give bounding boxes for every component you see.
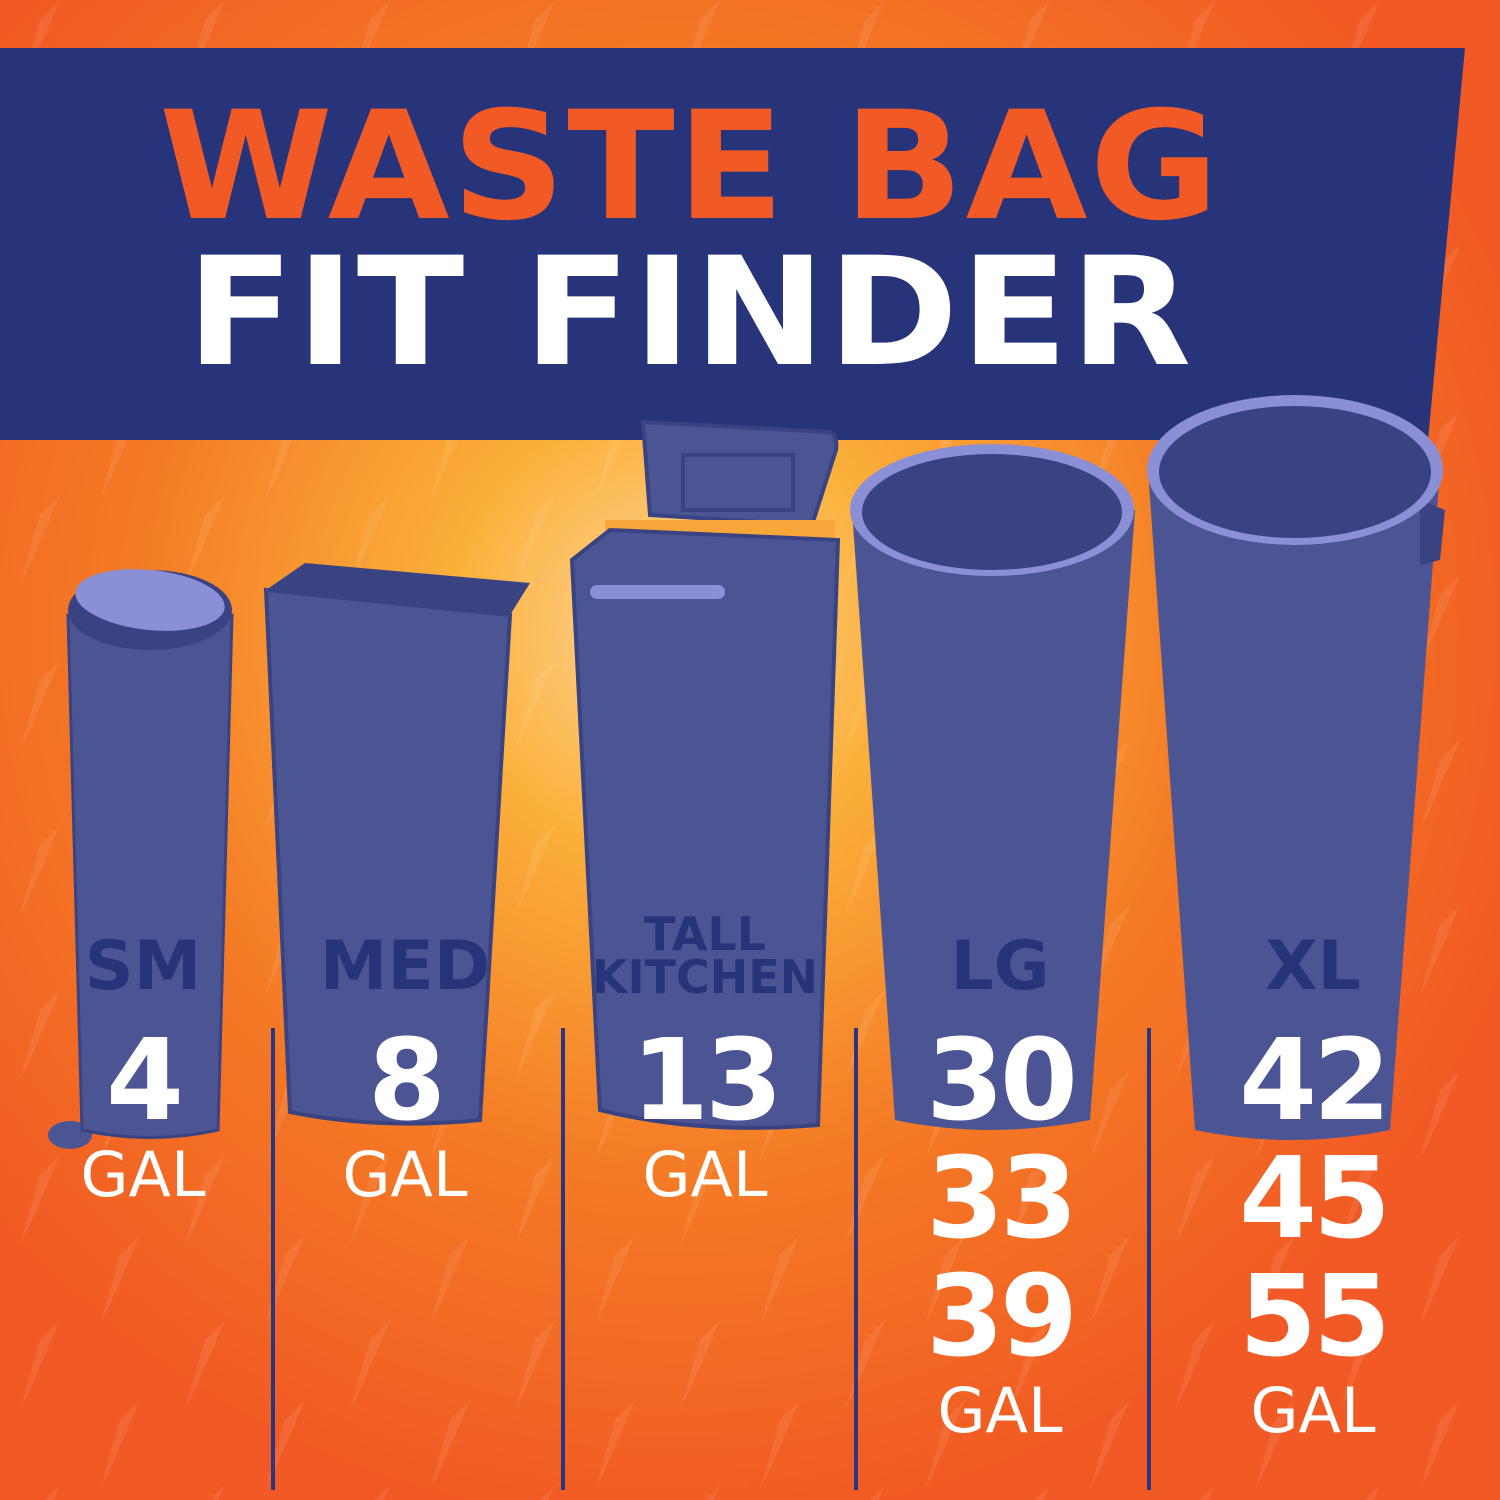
title-line-1: WASTE BAG xyxy=(159,80,1221,254)
gallon-value: 42 xyxy=(1239,1016,1391,1146)
column-divider xyxy=(561,1028,565,1490)
gallon-value: 33 xyxy=(926,1134,1078,1264)
size-label: MED xyxy=(319,927,491,1007)
title-line-2: FIT FINDER xyxy=(186,226,1194,400)
size-column-med: MED 8 GAL xyxy=(265,890,545,1210)
column-divider xyxy=(854,1028,858,1490)
gallon-value: 39 xyxy=(926,1252,1078,1382)
size-label-line-2: KITCHEN xyxy=(591,950,819,1005)
size-column-xl: XL 42 45 55 GAL xyxy=(1173,890,1453,1446)
wastebasket-icon xyxy=(263,563,530,1126)
step-trash-can-icon xyxy=(48,569,234,1149)
title-banner xyxy=(0,48,1465,440)
large-round-trash-can-icon xyxy=(1147,395,1445,1140)
lidded-kitchen-can-icon xyxy=(569,419,841,1130)
column-divider xyxy=(1147,1028,1151,1490)
size-label: LG xyxy=(950,927,1050,1007)
size-column-lg: LG 30 33 39 GAL xyxy=(860,890,1140,1446)
size-label: SM xyxy=(84,927,202,1007)
gallon-value: 13 xyxy=(631,1016,783,1146)
gallon-value: 55 xyxy=(1239,1252,1391,1382)
gallon-value: 45 xyxy=(1239,1134,1391,1264)
size-label: TALL KITCHEN xyxy=(565,890,845,1000)
round-trash-can-icon xyxy=(850,444,1135,1130)
gallon-unit: GAL xyxy=(642,1138,768,1211)
size-column-sm: SM 4 GAL xyxy=(3,890,283,1210)
gallon-value: 4 xyxy=(106,1016,184,1146)
size-label: XL xyxy=(1265,927,1361,1007)
size-label-line-1: TALL xyxy=(643,906,767,961)
gallon-value: 30 xyxy=(926,1016,1078,1146)
gallon-unit: GAL xyxy=(1250,1374,1376,1447)
gallon-unit: GAL xyxy=(342,1138,468,1211)
size-column-tall-kitchen: TALL KITCHEN 13 GAL xyxy=(565,890,845,1210)
column-divider xyxy=(271,1028,275,1490)
gallon-value: 8 xyxy=(368,1016,446,1146)
gallon-unit: GAL xyxy=(80,1138,206,1211)
gallon-unit: GAL xyxy=(937,1374,1063,1447)
